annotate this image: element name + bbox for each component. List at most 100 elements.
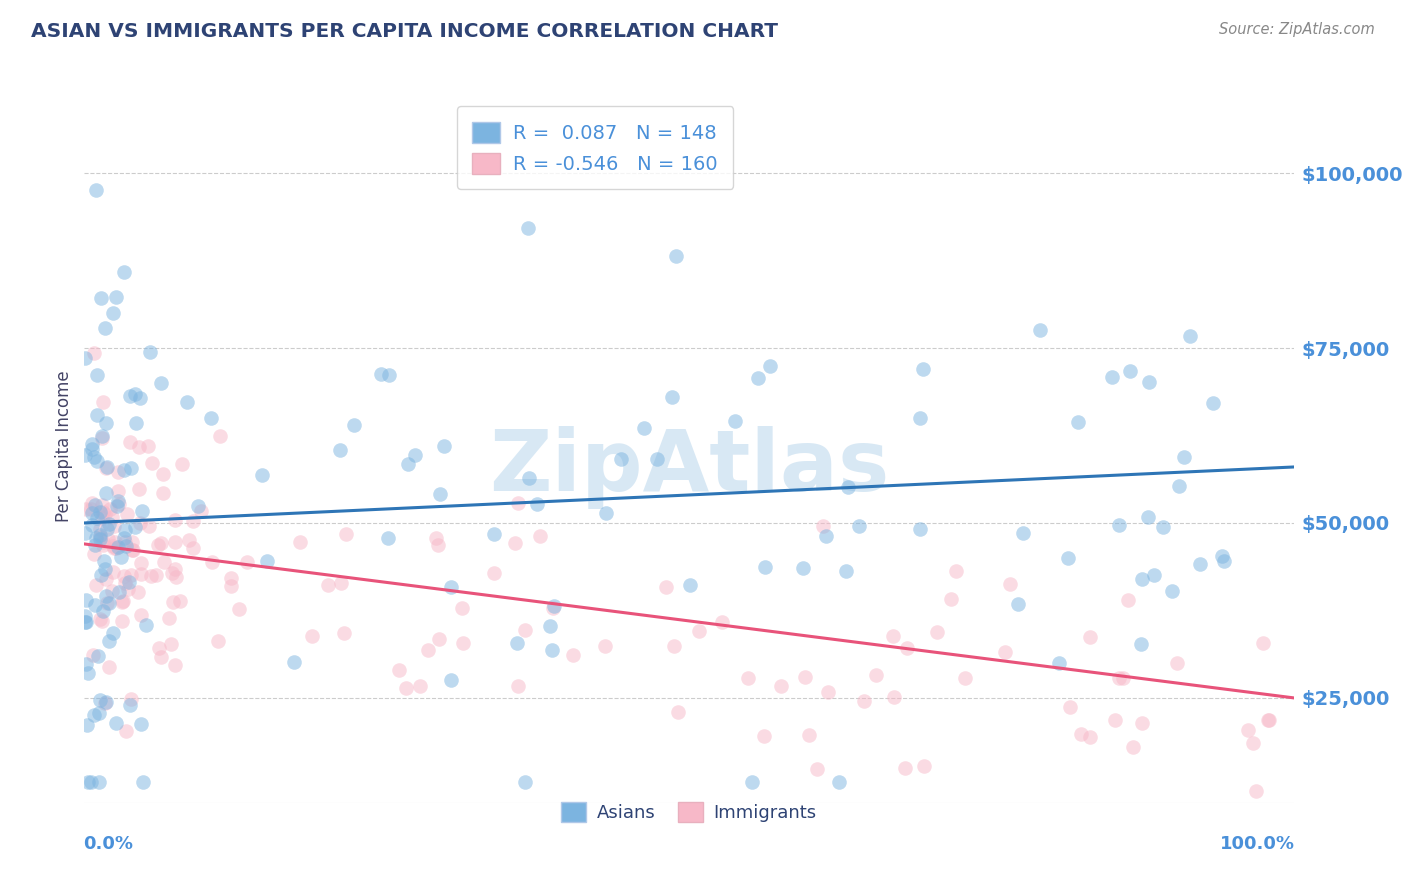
Immigrants [508,496,530,510]
Asians [94,320,117,334]
Immigrants [395,681,418,695]
Text: 100.0%: 100.0% [1220,835,1295,853]
Immigrants [93,505,115,519]
Asians [80,517,103,532]
Immigrants [1078,630,1101,644]
Asians [754,560,776,574]
Asians [1101,369,1123,384]
Asians [329,442,352,457]
Asians [664,249,686,263]
Immigrants [75,502,97,516]
Immigrants [181,514,204,528]
Asians [75,526,97,541]
Asians [114,523,136,537]
Immigrants [945,564,967,578]
Immigrants [105,541,128,555]
Asians [1108,518,1130,533]
Immigrants [148,641,170,656]
Immigrants [515,624,537,638]
Immigrants [333,625,356,640]
Immigrants [335,527,357,541]
Asians [595,506,617,520]
Asians [98,516,121,531]
Immigrants [711,615,734,629]
Immigrants [152,467,174,481]
Asians [89,505,111,519]
Asians [429,487,451,501]
Immigrants [152,485,174,500]
Text: ASIAN VS IMMIGRANTS PER CAPITA INCOME CORRELATION CHART: ASIAN VS IMMIGRANTS PER CAPITA INCOME CO… [31,22,778,41]
Asians [516,220,538,235]
Immigrants [103,541,125,555]
Immigrants [1166,656,1188,670]
Asians [107,540,129,554]
Immigrants [145,568,167,582]
Immigrants [427,538,450,552]
Immigrants [562,648,585,662]
Immigrants [451,601,474,615]
Immigrants [163,562,186,576]
Immigrants [316,577,339,591]
Asians [131,504,153,518]
Asians [792,561,814,575]
Asians [94,695,117,709]
Asians [1136,510,1159,524]
Immigrants [221,579,243,593]
Asians [343,417,366,432]
Asians [96,460,118,475]
Immigrants [93,394,115,409]
Immigrants [83,346,105,360]
Immigrants [120,568,142,582]
Immigrants [136,439,159,453]
Immigrants [111,594,134,608]
Asians [94,416,117,430]
Immigrants [737,671,759,685]
Immigrants [181,541,204,555]
Immigrants [131,566,153,581]
Asians [129,391,152,405]
Asians [283,655,305,669]
Asians [377,531,399,545]
Asians [250,468,273,483]
Immigrants [806,762,828,776]
Immigrants [94,461,117,475]
Asians [124,387,146,401]
Immigrants [882,629,904,643]
Asians [911,362,934,376]
Asians [1173,450,1195,464]
Immigrants [817,684,839,698]
Asians [1012,526,1035,541]
Asians [433,439,456,453]
Immigrants [451,636,474,650]
Asians [80,507,103,521]
Asians [84,532,107,546]
Immigrants [107,465,129,479]
Immigrants [120,691,142,706]
Immigrants [190,504,212,518]
Immigrants [121,542,143,557]
Asians [1213,554,1236,568]
Immigrants [994,645,1017,659]
Asians [1211,549,1233,564]
Asians [90,568,112,582]
Asians [1168,479,1191,493]
Immigrants [90,511,112,525]
Immigrants [941,592,963,607]
Immigrants [409,679,432,693]
Immigrants [160,637,183,651]
Asians [1057,551,1080,566]
Asians [87,774,110,789]
Asians [747,371,769,385]
Immigrants [129,516,152,530]
Asians [827,774,849,789]
Asians [837,480,859,494]
Asians [1047,656,1070,670]
Asians [114,463,136,477]
Immigrants [1122,739,1144,754]
Immigrants [146,538,169,552]
Immigrants [170,457,193,471]
Immigrants [94,696,117,710]
Asians [84,498,107,512]
Asians [94,589,117,603]
Immigrants [752,729,775,743]
